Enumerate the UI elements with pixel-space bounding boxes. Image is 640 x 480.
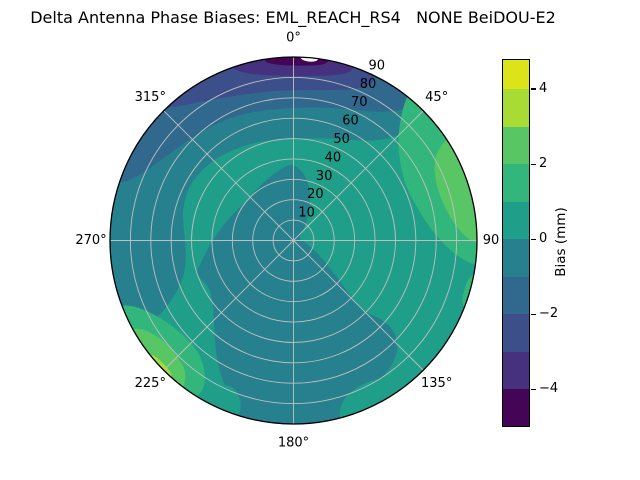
- r-tick-label: 90: [369, 58, 386, 73]
- tealgreen-rim-strip-s: [198, 384, 241, 419]
- theta-tick-label: 135°: [421, 376, 452, 391]
- polar-grid-spoke: [163, 110, 294, 241]
- theta-tick-label: 270°: [75, 233, 106, 248]
- theta-tick-label: 0°: [286, 31, 301, 46]
- theta-tick-label: 45°: [425, 90, 448, 105]
- polar-grid-spoke: [293, 240, 424, 371]
- no-data-notch: [299, 57, 320, 62]
- theta-tick-label: 315°: [135, 90, 166, 105]
- r-tick-label: 50: [333, 132, 350, 147]
- r-tick-label: 60: [342, 114, 359, 129]
- polar-grid-spoke: [293, 110, 424, 241]
- theta-tick-label: 180°: [278, 436, 309, 451]
- plot-title: Delta Antenna Phase Biases: EML_REACH_RS…: [30, 8, 556, 27]
- dark-purple-north-cap: [262, 57, 329, 66]
- theta-tick-label: 90: [483, 233, 500, 248]
- r-tick-label: 80: [360, 77, 377, 92]
- r-tick-label: 70: [351, 95, 368, 110]
- theta-tick-label: 225°: [135, 376, 166, 391]
- r-tick-label: 40: [325, 150, 342, 165]
- r-tick-label: 30: [316, 169, 333, 184]
- teal-center-south-region: [197, 164, 398, 424]
- polar-rim: [109, 56, 478, 425]
- r-tick-label: 20: [307, 187, 324, 202]
- tealgreen-rim-strip-se: [339, 378, 404, 422]
- r-tick-label: 10: [298, 206, 315, 221]
- polar-grid-spoke: [163, 240, 294, 371]
- polar-grid: [110, 57, 477, 424]
- lightgreen-east-patch: [434, 139, 477, 243]
